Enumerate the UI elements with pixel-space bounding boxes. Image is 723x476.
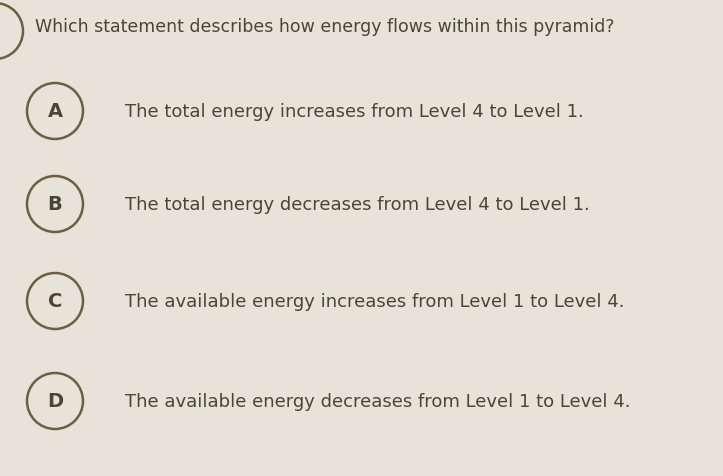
Text: A: A	[48, 102, 63, 121]
Circle shape	[27, 84, 83, 140]
Text: The total energy increases from Level 4 to Level 1.: The total energy increases from Level 4 …	[125, 103, 583, 121]
Text: The available energy decreases from Level 1 to Level 4.: The available energy decreases from Leve…	[125, 392, 630, 410]
Text: C: C	[48, 292, 62, 311]
Text: The total energy decreases from Level 4 to Level 1.: The total energy decreases from Level 4 …	[125, 196, 590, 214]
Text: Which statement describes how energy flows within this pyramid?: Which statement describes how energy flo…	[35, 18, 615, 36]
Circle shape	[0, 4, 23, 60]
Circle shape	[27, 373, 83, 429]
Text: B: B	[48, 195, 62, 214]
Text: D: D	[47, 392, 63, 411]
Text: The available energy increases from Level 1 to Level 4.: The available energy increases from Leve…	[125, 292, 625, 310]
Circle shape	[27, 177, 83, 232]
Circle shape	[27, 273, 83, 329]
